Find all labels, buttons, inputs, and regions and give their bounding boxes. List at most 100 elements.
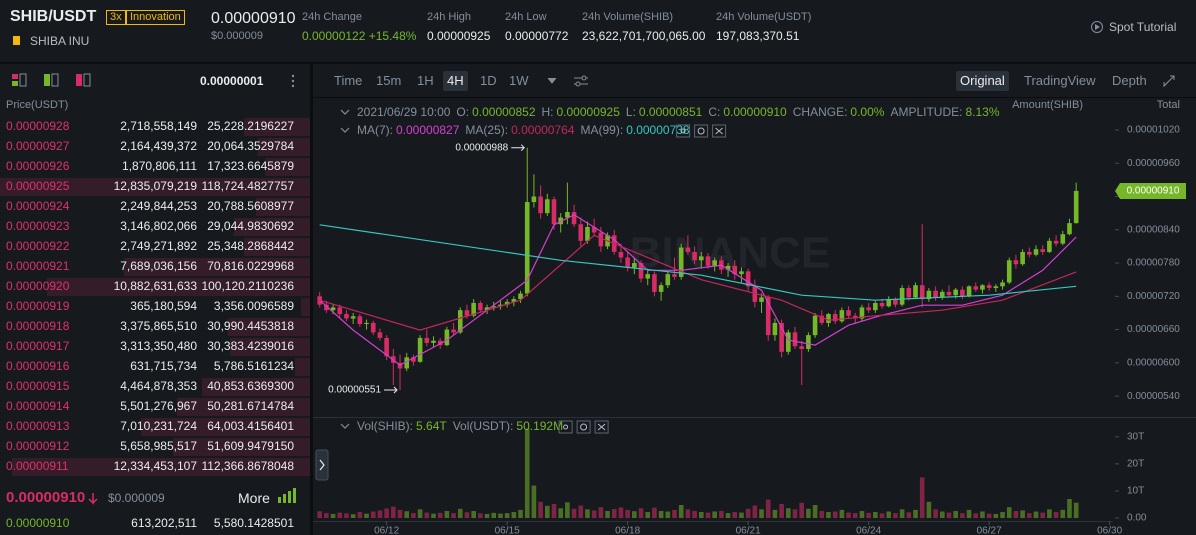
dropdown-icon[interactable] [547, 77, 557, 84]
ask-row[interactable]: 0.00000914 5,501,276,967 50,281.6714784 [0, 397, 310, 416]
ask-row[interactable]: 0.00000927 2,164,439,372 20,064.3529784 [0, 137, 310, 156]
volume-bar [625, 509, 630, 518]
settings-icon[interactable] [574, 75, 588, 87]
ma-label: MA(99): [581, 123, 624, 137]
close-button[interactable] [594, 420, 609, 434]
side-toggle[interactable] [315, 449, 329, 481]
volume-bar [491, 512, 497, 518]
ask-row[interactable]: 0.00000918 3,375,865,510 30,990.4453818 [0, 317, 310, 336]
price: 0.00000910 [6, 516, 70, 530]
candle-body [444, 329, 450, 346]
interval-tab[interactable]: 1D [480, 73, 497, 88]
more-link[interactable]: More [238, 490, 270, 506]
candle-body [578, 224, 584, 241]
settings-button[interactable] [694, 124, 709, 138]
total: 40,853.6369300 [207, 379, 294, 393]
ask-row[interactable]: 0.00000916 631,715,734 5,786.5161234 [0, 357, 310, 376]
toolbar-divider [313, 97, 1196, 98]
collapse-icon[interactable] [340, 109, 350, 115]
candle-body [759, 297, 764, 302]
ask-row[interactable]: 0.00000913 7,010,231,724 64,003.4156401 [0, 417, 310, 436]
more-icon[interactable] [278, 488, 296, 503]
volume-bar [839, 509, 845, 518]
candle-body [1053, 240, 1059, 244]
volume-bar [571, 508, 577, 518]
ask-row[interactable]: 0.00000926 1,870,806,111 17,323.6645879 [0, 157, 310, 176]
volume-bar [377, 510, 383, 518]
stat-label: 24h High [427, 11, 472, 23]
x-tick-label: 06/27 [977, 526, 1002, 535]
coin-name: SHIBA INU [30, 34, 90, 48]
button-glyph [680, 128, 686, 134]
x-tick-label: 06/24 [856, 526, 881, 535]
ask-row[interactable]: 0.00000924 2,249,844,253 20,788.5608977 [0, 197, 310, 216]
depth-bar [0, 178, 310, 196]
x-tick-label: 06/21 [736, 526, 761, 535]
amount: 5,658,985,517 [120, 439, 197, 453]
interval-tab[interactable]: 1W [509, 73, 529, 88]
volume-bar [826, 512, 831, 518]
volume-bar [611, 509, 617, 518]
interval-tab[interactable]: 1H [417, 73, 434, 88]
tutorial-link[interactable]: Spot Tutorial [1109, 20, 1177, 34]
depth-bar [202, 378, 310, 396]
menu-icon[interactable] [291, 74, 295, 88]
interval-tab[interactable]: 15m [376, 73, 402, 88]
volume-bar [779, 503, 784, 518]
candle-body [457, 310, 463, 333]
price: 0.00000910 [211, 10, 296, 27]
total: 100,120.2110236 [201, 279, 294, 293]
bid-row[interactable]: 0.00000910 613,202,511 5,580.1428501 [0, 514, 310, 533]
amount: 2,718,558,149 [120, 119, 197, 133]
interval-tab[interactable]: 4H [443, 71, 468, 91]
x-tick-label: 06/30 [1097, 526, 1122, 535]
ask-row[interactable]: 0.00000919 365,180,594 3,356.0096589 [0, 297, 310, 316]
ma-line [319, 224, 1077, 301]
candle-body [786, 332, 791, 352]
ask-row[interactable]: 0.00000915 4,464,878,353 40,853.6369300 [0, 377, 310, 396]
candle-body [899, 287, 905, 305]
button-glyph [580, 423, 588, 431]
volume-bar [565, 502, 570, 518]
collapse-icon[interactable] [340, 423, 350, 429]
spot-tutorial-icon[interactable] [1091, 21, 1103, 33]
volume-bar [451, 513, 456, 518]
candle-body [966, 286, 972, 297]
eye-button[interactable] [558, 420, 573, 434]
ask-row[interactable]: 0.00000925 12,835,079,219 118,724.4827757 [0, 177, 310, 196]
legend-label: C: [708, 105, 720, 119]
total: 5,786.5161234 [213, 359, 294, 373]
eye-button[interactable] [676, 124, 691, 138]
ask-row[interactable]: 0.00000921 7,689,036,156 70,816.0229968 [0, 257, 310, 276]
amount: 3,375,865,510 [120, 319, 197, 333]
collapse-icon[interactable] [340, 127, 350, 133]
candle-body [491, 306, 497, 308]
ask-row[interactable]: 0.00000912 5,658,985,517 51,609.9479150 [0, 437, 310, 456]
volume-bar [397, 509, 403, 518]
candle-body [625, 257, 630, 268]
orderbook-mode-icons[interactable] [12, 73, 91, 87]
ask-row[interactable]: 0.00000911 12,334,453,107 112,366.8678048 [0, 457, 310, 476]
volume-bar [725, 513, 731, 518]
interval-tab[interactable]: Time [334, 73, 363, 88]
volume-bar [578, 505, 584, 518]
ask-row[interactable]: 0.00000923 3,146,802,066 29,044.9830692 [0, 217, 310, 236]
view-tab[interactable]: TradingView [1024, 73, 1096, 88]
volume-bar [879, 513, 885, 518]
volume-bar [1060, 509, 1066, 518]
x-tick-label: 06/15 [495, 526, 520, 535]
tick-size[interactable]: 0.00000001 [200, 74, 264, 88]
fullscreen-icon[interactable] [1163, 75, 1175, 88]
ask-row[interactable]: 0.00000922 2,749,271,892 25,348.2868442 [0, 237, 310, 256]
view-tab[interactable]: Original [956, 71, 1009, 91]
ask-row[interactable]: 0.00000917 3,313,350,480 30,383.4239016 [0, 337, 310, 356]
legend-label: O: [456, 105, 469, 119]
settings-button[interactable] [576, 420, 591, 434]
close-button[interactable] [712, 124, 727, 138]
candle-body [504, 301, 510, 305]
button-frame [594, 420, 609, 434]
ask-row[interactable]: 0.00000928 2,718,558,149 25,228.2196227 [0, 117, 310, 136]
view-tab[interactable]: Depth [1112, 73, 1147, 88]
ask-row[interactable]: 0.00000920 10,882,631,633 100,120.2110236 [0, 277, 310, 296]
